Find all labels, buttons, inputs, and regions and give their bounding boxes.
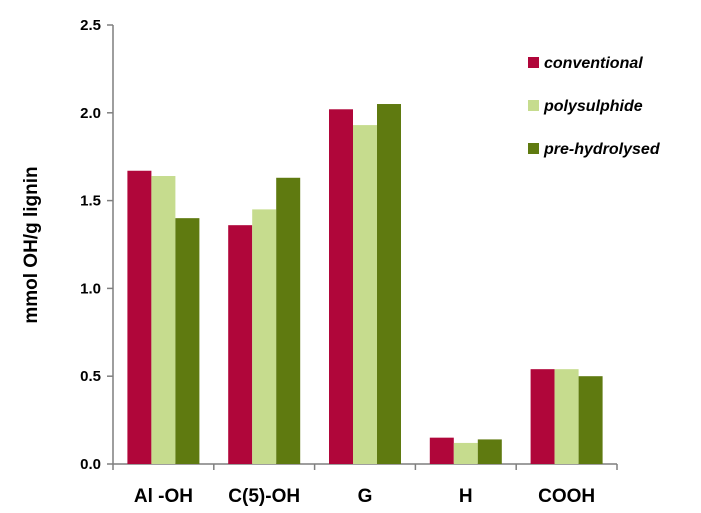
x-category-label: H — [459, 486, 473, 507]
legend-label: pre-hydrolysed — [543, 141, 661, 158]
y-tick-label: 2.0 — [80, 105, 101, 122]
bar-conventional — [530, 369, 555, 464]
bar-polysulphide — [453, 442, 478, 464]
bar-conventional — [127, 170, 152, 465]
bar-pre-hydrolysed — [477, 439, 502, 464]
legend-label: conventional — [544, 55, 643, 72]
legend-label: polysulphide — [543, 98, 643, 115]
bar-pre-hydrolysed — [377, 104, 401, 465]
legend-swatch — [528, 100, 539, 111]
bar-polysulphide — [151, 176, 176, 465]
x-category-label: COOH — [538, 486, 595, 507]
x-category-label: Al -OH — [134, 486, 193, 507]
x-axis-ticks: Al -OH C(5)-OH G H COOH — [112, 464, 618, 507]
bar-conventional — [429, 437, 454, 464]
bar-polysulphide — [353, 125, 377, 464]
bar-pre-hydrolysed — [578, 376, 603, 464]
bar-series — [127, 104, 603, 465]
y-axis-label: mmol OH/g lignin — [21, 166, 42, 323]
y-tick-label: 0.0 — [80, 456, 101, 473]
bar-polysulphide — [252, 209, 277, 464]
legend: conventional polysulphide pre-hydrolysed — [528, 55, 661, 158]
legend-swatch — [528, 57, 539, 68]
y-tick-label: 1.0 — [80, 280, 101, 297]
bar-pre-hydrolysed — [175, 218, 200, 464]
x-category-label: G — [358, 486, 373, 507]
bar-polysulphide — [554, 369, 579, 464]
y-tick-label: 1.5 — [80, 193, 101, 210]
y-tick-label: 2.5 — [80, 17, 101, 34]
bar-conventional — [228, 225, 253, 464]
bar-conventional — [329, 109, 353, 465]
x-category-label: C(5)-OH — [228, 486, 300, 507]
bar-pre-hydrolysed — [276, 177, 301, 464]
y-axis-ticks: 0.0 0.5 1.0 1.5 2.0 2.5 — [80, 17, 113, 473]
y-tick-label: 0.5 — [80, 368, 101, 385]
legend-swatch — [528, 143, 539, 154]
